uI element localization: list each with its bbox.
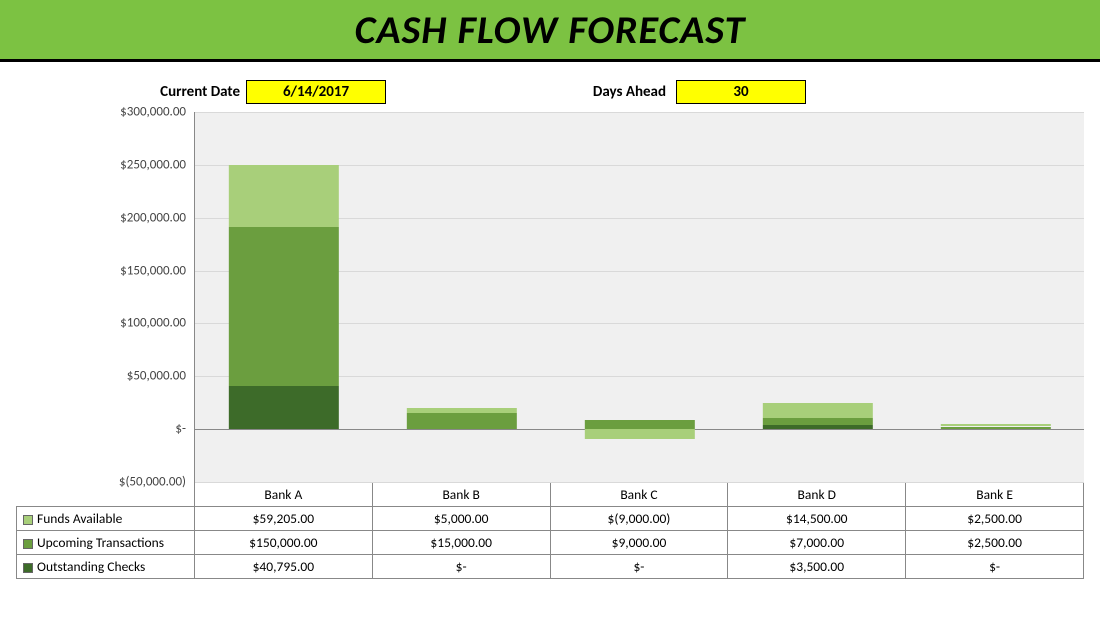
chart-container: $(50,000.00)$-$50,000.00$100,000.00$150,…	[16, 112, 1084, 482]
table-row: Upcoming Transactions $150,000.00$15,000.…	[17, 531, 1084, 555]
bar-segment	[763, 418, 873, 425]
table-column-header: Bank A	[194, 483, 372, 507]
legend-swatch	[23, 563, 33, 573]
table-row: Outstanding Checks$40,795.00$-$-$3,500.0…	[17, 555, 1084, 579]
bar-segment	[585, 429, 695, 439]
y-tick-label: $200,000.00	[120, 210, 186, 225]
table-cell: $5,000.00	[372, 507, 550, 531]
table-cell: $-	[906, 555, 1084, 579]
series-name: Upcoming Transactions	[37, 534, 164, 551]
table-column-header: Bank C	[550, 483, 728, 507]
current-date-input[interactable]: 6/14/2017	[246, 80, 386, 104]
bar-segment	[941, 424, 1051, 427]
table-cell: $15,000.00	[372, 531, 550, 555]
bar-segment	[763, 403, 873, 418]
data-table: Bank ABank BBank CBank DBank EFunds Avai…	[16, 482, 1084, 579]
title-bar: CASH FLOW FORECAST	[0, 0, 1100, 62]
y-tick-label: $50,000.00	[127, 369, 186, 384]
bar-segment	[763, 425, 873, 429]
current-date-label: Current Date	[0, 83, 246, 101]
plot-area	[194, 112, 1084, 482]
bar-segment	[407, 408, 517, 413]
series-row-header: Funds Available	[17, 507, 195, 531]
chart-column	[195, 112, 373, 482]
y-tick-label: $-	[175, 422, 186, 437]
chart-column	[373, 112, 551, 482]
y-tick-label: $100,000.00	[120, 316, 186, 331]
bar-segment	[229, 227, 339, 386]
bar-segment	[407, 413, 517, 429]
series-row-header: Upcoming Transactions	[17, 531, 195, 555]
gridline	[195, 482, 1084, 483]
series-name: Outstanding Checks	[37, 558, 145, 575]
series-row-header: Outstanding Checks	[17, 555, 195, 579]
y-tick-label: $(50,000.00)	[119, 475, 186, 490]
days-ahead-input[interactable]: 30	[676, 80, 806, 104]
y-tick-label: $300,000.00	[120, 105, 186, 120]
days-ahead-label: Days Ahead	[386, 83, 676, 101]
table-cell: $2,500.00	[906, 531, 1084, 555]
table-cell: $(9,000.00)	[550, 507, 728, 531]
table-cell: $7,000.00	[728, 531, 906, 555]
page-title: CASH FLOW FORECAST	[355, 5, 746, 54]
table-cell: $9,000.00	[550, 531, 728, 555]
table-cell: $40,795.00	[194, 555, 372, 579]
table-cell: $3,500.00	[728, 555, 906, 579]
chart-column	[907, 112, 1085, 482]
bar-segment	[941, 427, 1051, 430]
series-name: Funds Available	[37, 510, 122, 527]
bar-segment	[585, 420, 695, 430]
chart-column	[551, 112, 729, 482]
legend-swatch	[23, 515, 33, 525]
table-column-header: Bank E	[906, 483, 1084, 507]
table-cell: $59,205.00	[194, 507, 372, 531]
table-cell: $-	[550, 555, 728, 579]
table-cell: $2,500.00	[906, 507, 1084, 531]
chart-area: $(50,000.00)$-$50,000.00$100,000.00$150,…	[16, 112, 1084, 482]
chart-column	[729, 112, 907, 482]
bar-segment	[229, 386, 339, 429]
table-cell: $-	[372, 555, 550, 579]
y-tick-label: $250,000.00	[120, 157, 186, 172]
y-axis: $(50,000.00)$-$50,000.00$100,000.00$150,…	[16, 112, 194, 482]
table-cell: $150,000.00	[194, 531, 372, 555]
table-column-header: Bank B	[372, 483, 550, 507]
bar-segment	[229, 165, 339, 228]
table-row: Funds Available $59,205.00$5,000.00$(9,00…	[17, 507, 1084, 531]
legend-swatch	[23, 539, 33, 549]
y-tick-label: $150,000.00	[120, 263, 186, 278]
table-column-header: Bank D	[728, 483, 906, 507]
table-cell: $14,500.00	[728, 507, 906, 531]
